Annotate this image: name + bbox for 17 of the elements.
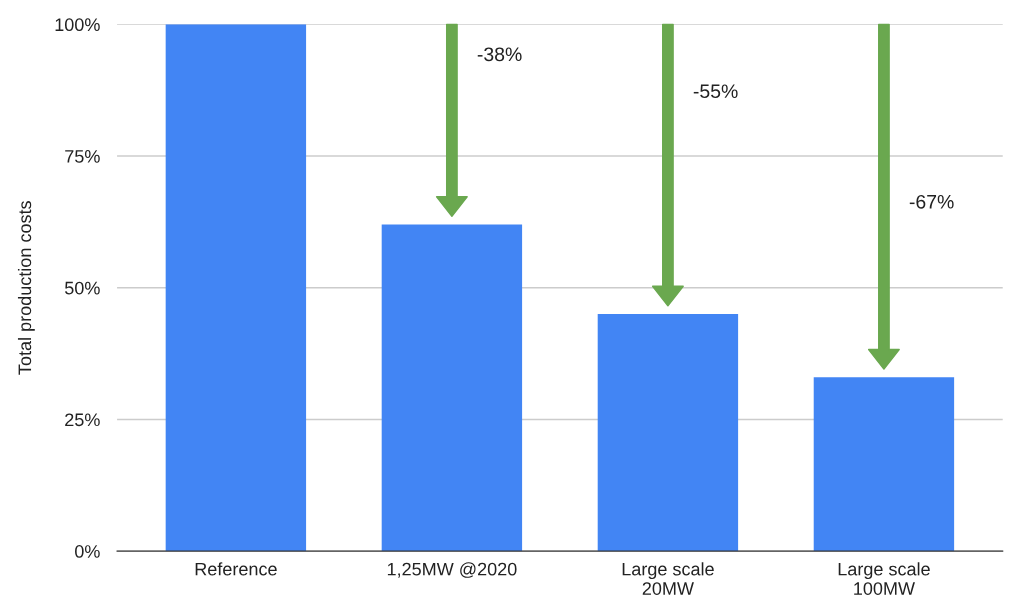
y-tick-label: 0% xyxy=(75,545,100,558)
bar xyxy=(381,224,523,552)
x-tick-label: 1,25MW @2020 xyxy=(387,562,517,578)
annotation: -67% xyxy=(909,194,954,209)
annotation: -38% xyxy=(477,47,522,62)
bar xyxy=(165,24,307,552)
bar xyxy=(813,377,955,552)
x-tick-label: Large scale 100MW xyxy=(838,562,930,595)
x-tick-label: Reference xyxy=(195,562,277,576)
y-tick-label: 50% xyxy=(64,281,100,295)
y-tick-label: 25% xyxy=(65,413,100,427)
y-axis-title: Total production costs xyxy=(17,201,35,375)
annotation: -55% xyxy=(693,84,738,99)
x-tick-label: Large scale 20MW xyxy=(622,562,714,595)
y-tick-label: 75% xyxy=(65,150,100,163)
y-tick-label: 100% xyxy=(55,18,100,32)
bar xyxy=(597,314,739,552)
